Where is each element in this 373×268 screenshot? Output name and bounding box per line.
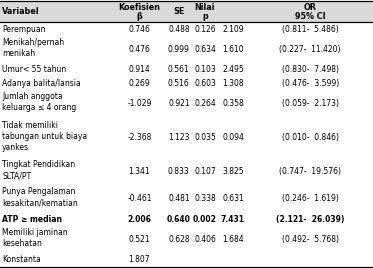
Text: 1.684: 1.684 bbox=[222, 235, 244, 244]
Text: 0.516: 0.516 bbox=[168, 79, 190, 88]
Text: 0.634: 0.634 bbox=[194, 45, 216, 54]
Text: 0.107: 0.107 bbox=[194, 167, 216, 176]
Text: 7.431: 7.431 bbox=[221, 215, 245, 224]
Text: 0.481: 0.481 bbox=[168, 194, 189, 203]
Text: 0.002: 0.002 bbox=[193, 215, 217, 224]
Text: 0.746: 0.746 bbox=[129, 25, 150, 34]
Text: Nilai: Nilai bbox=[195, 3, 215, 12]
Text: Variabel: Variabel bbox=[2, 7, 40, 16]
Text: 0.126: 0.126 bbox=[194, 25, 216, 34]
Text: Umur< 55 tahun: Umur< 55 tahun bbox=[2, 65, 66, 74]
Bar bbox=[0, 36, 373, 63]
Text: Perempuan: Perempuan bbox=[2, 25, 46, 34]
Text: Memiliki jaminan
kesehatan: Memiliki jaminan kesehatan bbox=[2, 228, 68, 248]
Bar bbox=[0, 226, 373, 253]
Text: OR: OR bbox=[304, 3, 317, 12]
Bar bbox=[0, 212, 373, 226]
Text: 0.264: 0.264 bbox=[194, 99, 216, 108]
Text: 0.914: 0.914 bbox=[129, 65, 150, 74]
Text: (0.246-  1.619): (0.246- 1.619) bbox=[282, 194, 339, 203]
Text: (0.476-  3.599): (0.476- 3.599) bbox=[282, 79, 339, 88]
Text: Jumlah anggota
keluarga ≤ 4 orang: Jumlah anggota keluarga ≤ 4 orang bbox=[2, 92, 76, 113]
Text: 0.094: 0.094 bbox=[222, 133, 244, 142]
Text: 1.807: 1.807 bbox=[129, 255, 150, 264]
Text: Menikah/pernah
menikah: Menikah/pernah menikah bbox=[2, 38, 65, 58]
Text: 95% CI: 95% CI bbox=[295, 12, 326, 21]
Text: β: β bbox=[137, 12, 142, 21]
Text: 2.495: 2.495 bbox=[222, 65, 244, 74]
Text: 0.358: 0.358 bbox=[222, 99, 244, 108]
Text: 1.123: 1.123 bbox=[168, 133, 189, 142]
Text: p: p bbox=[202, 12, 208, 21]
Text: (2.121-  26.039): (2.121- 26.039) bbox=[276, 215, 344, 224]
Text: (0.059-  2.173): (0.059- 2.173) bbox=[282, 99, 339, 108]
Text: 0.521: 0.521 bbox=[129, 235, 150, 244]
Text: 0.103: 0.103 bbox=[194, 65, 216, 74]
Bar bbox=[0, 117, 373, 158]
Text: 0.406: 0.406 bbox=[194, 235, 216, 244]
Text: -0.461: -0.461 bbox=[127, 194, 152, 203]
Text: 3.825: 3.825 bbox=[222, 167, 244, 176]
Text: 0.603: 0.603 bbox=[194, 79, 216, 88]
Text: 0.999: 0.999 bbox=[168, 45, 190, 54]
Text: (0.227-  11.420): (0.227- 11.420) bbox=[279, 45, 341, 54]
Text: ATP ≥ median: ATP ≥ median bbox=[2, 215, 62, 224]
Bar bbox=[0, 158, 373, 185]
Text: (0.830-  7.498): (0.830- 7.498) bbox=[282, 65, 339, 74]
Text: 0.488: 0.488 bbox=[168, 25, 189, 34]
Text: Konstanta: Konstanta bbox=[2, 255, 41, 264]
Text: 1.308: 1.308 bbox=[222, 79, 244, 88]
Text: -2.368: -2.368 bbox=[127, 133, 152, 142]
Text: (0.492-  5.768): (0.492- 5.768) bbox=[282, 235, 339, 244]
Text: 0.269: 0.269 bbox=[129, 79, 150, 88]
Text: 0.476: 0.476 bbox=[129, 45, 150, 54]
Bar bbox=[0, 77, 373, 90]
Text: Koefisien: Koefisien bbox=[119, 3, 160, 12]
Text: 0.628: 0.628 bbox=[168, 235, 189, 244]
Text: -1.029: -1.029 bbox=[127, 99, 152, 108]
Text: 0.921: 0.921 bbox=[168, 99, 189, 108]
Text: Tingkat Pendidikan
SLTA/PT: Tingkat Pendidikan SLTA/PT bbox=[2, 160, 75, 180]
Text: 0.561: 0.561 bbox=[168, 65, 190, 74]
Text: 0.640: 0.640 bbox=[167, 215, 191, 224]
Text: Punya Pengalaman
kesakitan/kematian: Punya Pengalaman kesakitan/kematian bbox=[2, 187, 78, 207]
Text: 0.338: 0.338 bbox=[194, 194, 216, 203]
Bar bbox=[0, 90, 373, 117]
Text: 1.610: 1.610 bbox=[222, 45, 244, 54]
Text: (0.811-  5.486): (0.811- 5.486) bbox=[282, 25, 339, 34]
Bar bbox=[0, 253, 373, 267]
Bar bbox=[0, 1, 373, 22]
Text: (0.010-  0.846): (0.010- 0.846) bbox=[282, 133, 339, 142]
Bar bbox=[0, 63, 373, 77]
Text: (0.747-  19.576): (0.747- 19.576) bbox=[279, 167, 341, 176]
Text: 0.833: 0.833 bbox=[168, 167, 190, 176]
Text: 0.035: 0.035 bbox=[194, 133, 216, 142]
Text: Tidak memiliki
tabungan untuk biaya
yankes: Tidak memiliki tabungan untuk biaya yank… bbox=[2, 121, 87, 152]
Text: SE: SE bbox=[173, 7, 185, 16]
Bar bbox=[0, 185, 373, 212]
Text: 2.006: 2.006 bbox=[128, 215, 151, 224]
Text: 2.109: 2.109 bbox=[222, 25, 244, 34]
Text: 1.341: 1.341 bbox=[129, 167, 150, 176]
Bar bbox=[0, 22, 373, 36]
Text: 0.631: 0.631 bbox=[222, 194, 244, 203]
Text: Adanya balita/lansia: Adanya balita/lansia bbox=[2, 79, 81, 88]
